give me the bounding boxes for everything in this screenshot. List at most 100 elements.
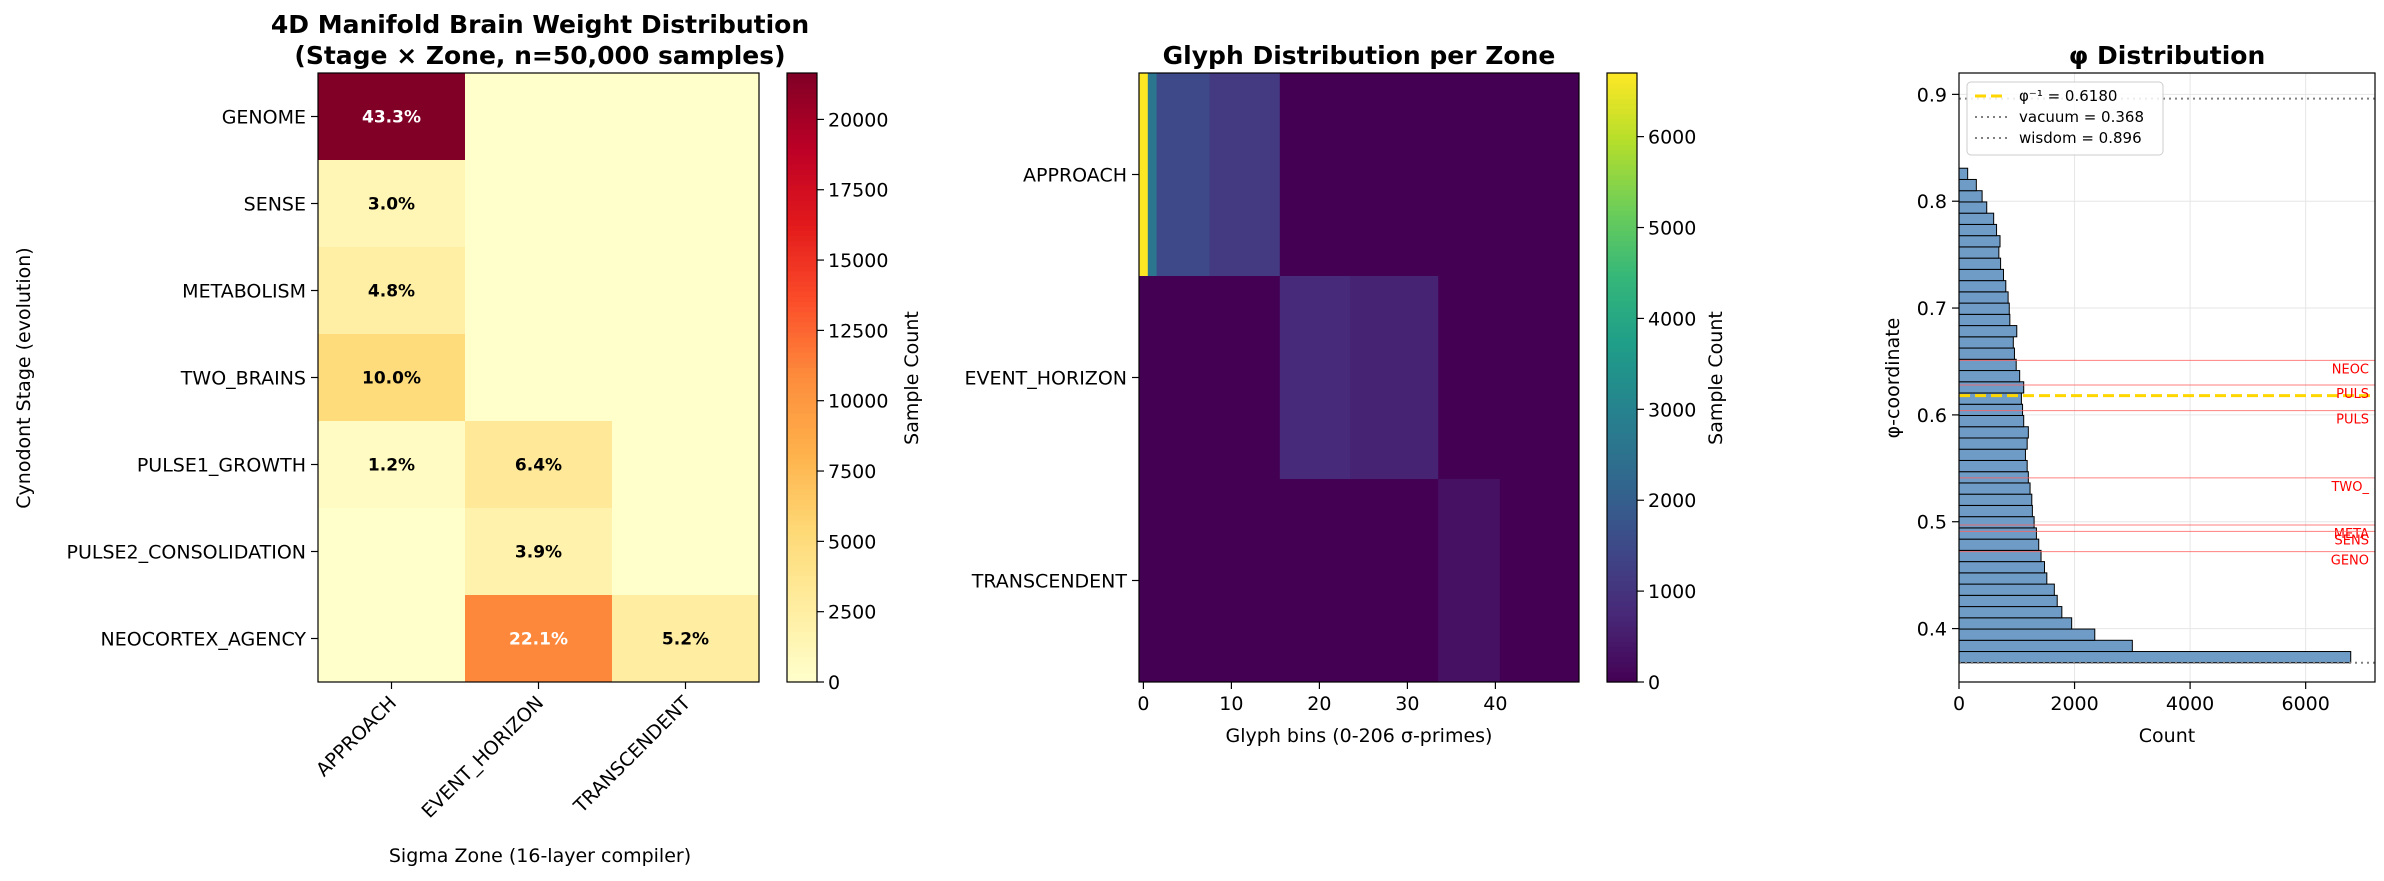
colorbar2-segment (1607, 565, 1637, 571)
colorbar2-segment (1607, 321, 1637, 328)
colorbar2-segment (1607, 138, 1637, 145)
colorbar2-segment (1607, 397, 1637, 404)
colorbar2-segment (1607, 438, 1637, 445)
histogram-x-tick-label: 2000 (2050, 693, 2098, 715)
heatmap1-x-tick-label: EVENT_HORIZON (418, 692, 549, 823)
colorbar2-segment (1607, 661, 1637, 668)
colorbar2-segment (1607, 504, 1637, 511)
colorbar2-segment (1607, 433, 1637, 439)
histogram-bar (1958, 628, 2096, 641)
colorbar2-segment (1607, 301, 1637, 308)
colorbar2-segment (1607, 225, 1637, 231)
colorbar1-tick-label: 2500 (828, 602, 876, 624)
histogram-bar (1958, 594, 2058, 608)
colorbar2-segment (1607, 616, 1637, 622)
colorbar2-segment (1607, 372, 1637, 379)
histogram-bar (1958, 572, 2048, 585)
heatmap2-cell (1499, 479, 1580, 683)
histogram-y-tick-label: 0.6 (1917, 405, 1947, 427)
colorbar1-segment (787, 590, 817, 597)
heatmap1-y-ticks: GENOME SENSE METABOLISM TWO_BRAINS PULSE1_GR… (67, 107, 318, 651)
histogram-xlabel: Count (2139, 725, 2195, 747)
colorbar1-segment (787, 544, 817, 551)
histogram-bar (1958, 414, 2025, 428)
colorbar2-segment (1607, 413, 1637, 419)
colorbar1-segment (787, 286, 817, 292)
colorbar1-segment (787, 423, 817, 429)
colorbar2-segment (1607, 291, 1637, 297)
colorbar2-segment (1607, 78, 1637, 84)
histogram-y-tick-label: 0.4 (1917, 619, 1947, 641)
heatmap1-x-tick-label: APPROACH (312, 692, 401, 781)
colorbar1-segment (787, 428, 817, 434)
histogram-y-ticks: 0.4 0.5 0.6 0.7 0.8 0.9 (1917, 84, 1959, 641)
colorbar1-segment (787, 296, 817, 302)
heatmap1-cell (465, 421, 613, 509)
colorbar1-segment (787, 595, 817, 602)
heatmap2-y-tick-label: TRANSCENDENT (971, 571, 1128, 593)
colorbar1-segment (787, 372, 817, 379)
heatmap1-cell (318, 595, 466, 683)
heatmap2-cell (1279, 276, 1351, 480)
legend-label: φ⁻¹ = 0.6180 (2019, 87, 2117, 105)
heatmap2-cell (1350, 276, 1439, 480)
colorbar2-segment (1607, 347, 1637, 353)
histogram-bar (1958, 639, 2133, 653)
colorbar1-label: Sample Count (901, 311, 923, 445)
colorbar1-segment (787, 433, 817, 439)
colorbar2-segment (1607, 484, 1637, 490)
colorbar2-tick-label: 6000 (1648, 127, 1696, 149)
histogram-bar (1958, 223, 1998, 237)
colorbar1-segment (787, 316, 817, 323)
colorbar1-segment (787, 255, 817, 262)
colorbar1-segment (787, 534, 817, 541)
histogram-bar (1958, 403, 2024, 416)
colorbar2-segment (1607, 159, 1637, 165)
colorbar2-segment (1607, 164, 1637, 171)
colorbar2-segment (1607, 570, 1637, 577)
colorbar1-segment (787, 225, 817, 231)
panel1-title-line2: (Stage × Zone, n=50,000 samples) (294, 41, 785, 70)
histogram-x-tick-label: 6000 (2281, 693, 2329, 715)
colorbar1-tick-label: 15000 (828, 250, 888, 272)
colorbar2-segment (1607, 230, 1637, 236)
colorbar2-segment (1607, 468, 1637, 475)
colorbar1-frame (786, 72, 818, 683)
histogram-bar (1958, 527, 2037, 540)
colorbar1-segment (787, 575, 817, 582)
histogram-bar (1958, 167, 1969, 180)
colorbar2-segment (1607, 524, 1637, 531)
heatmap2-cell (1147, 73, 1158, 277)
histogram-bar (1958, 561, 2046, 574)
histogram-bar (1958, 370, 2021, 383)
colorbar1-segment (787, 352, 817, 358)
histogram-bar (1958, 313, 2011, 327)
colorbar1-segment (787, 240, 817, 247)
colorbar2-segment (1607, 458, 1637, 465)
colorbar1-segment (787, 108, 817, 115)
colorbar1-segment (787, 174, 817, 181)
heatmap2-y-tick-label: APPROACH (1023, 165, 1127, 187)
colorbar1-segment (787, 413, 817, 419)
heatmap2-x-tick-label: 40 (1483, 693, 1507, 715)
heatmap1-x-ticks: APPROACH EVENT_HORIZON TRANSCENDENT (312, 682, 695, 822)
colorbar1-tick-label: 0 (828, 672, 840, 694)
stage-line-label: SENS (2335, 533, 2369, 548)
colorbar1-segment (787, 270, 817, 277)
colorbar2-segment (1607, 494, 1637, 500)
colorbar1-segment (787, 504, 817, 511)
heatmap2-x-tick-label: 10 (1219, 693, 1243, 715)
colorbar1-segment (787, 78, 817, 84)
colorbar1-segment (787, 311, 817, 318)
colorbar2-segment (1607, 265, 1637, 272)
colorbar1-segment (787, 616, 817, 622)
legend-box (1966, 81, 2164, 156)
colorbar1-segment (787, 463, 817, 470)
heatmap2-cell (1139, 276, 1281, 480)
colorbar2-segment (1607, 250, 1637, 257)
heatmap1-cell (612, 508, 760, 596)
colorbar1-segment (787, 468, 817, 475)
histogram-bar (1958, 280, 2007, 293)
histogram-bar (1958, 471, 2029, 484)
colorbar2-segment (1607, 83, 1637, 89)
